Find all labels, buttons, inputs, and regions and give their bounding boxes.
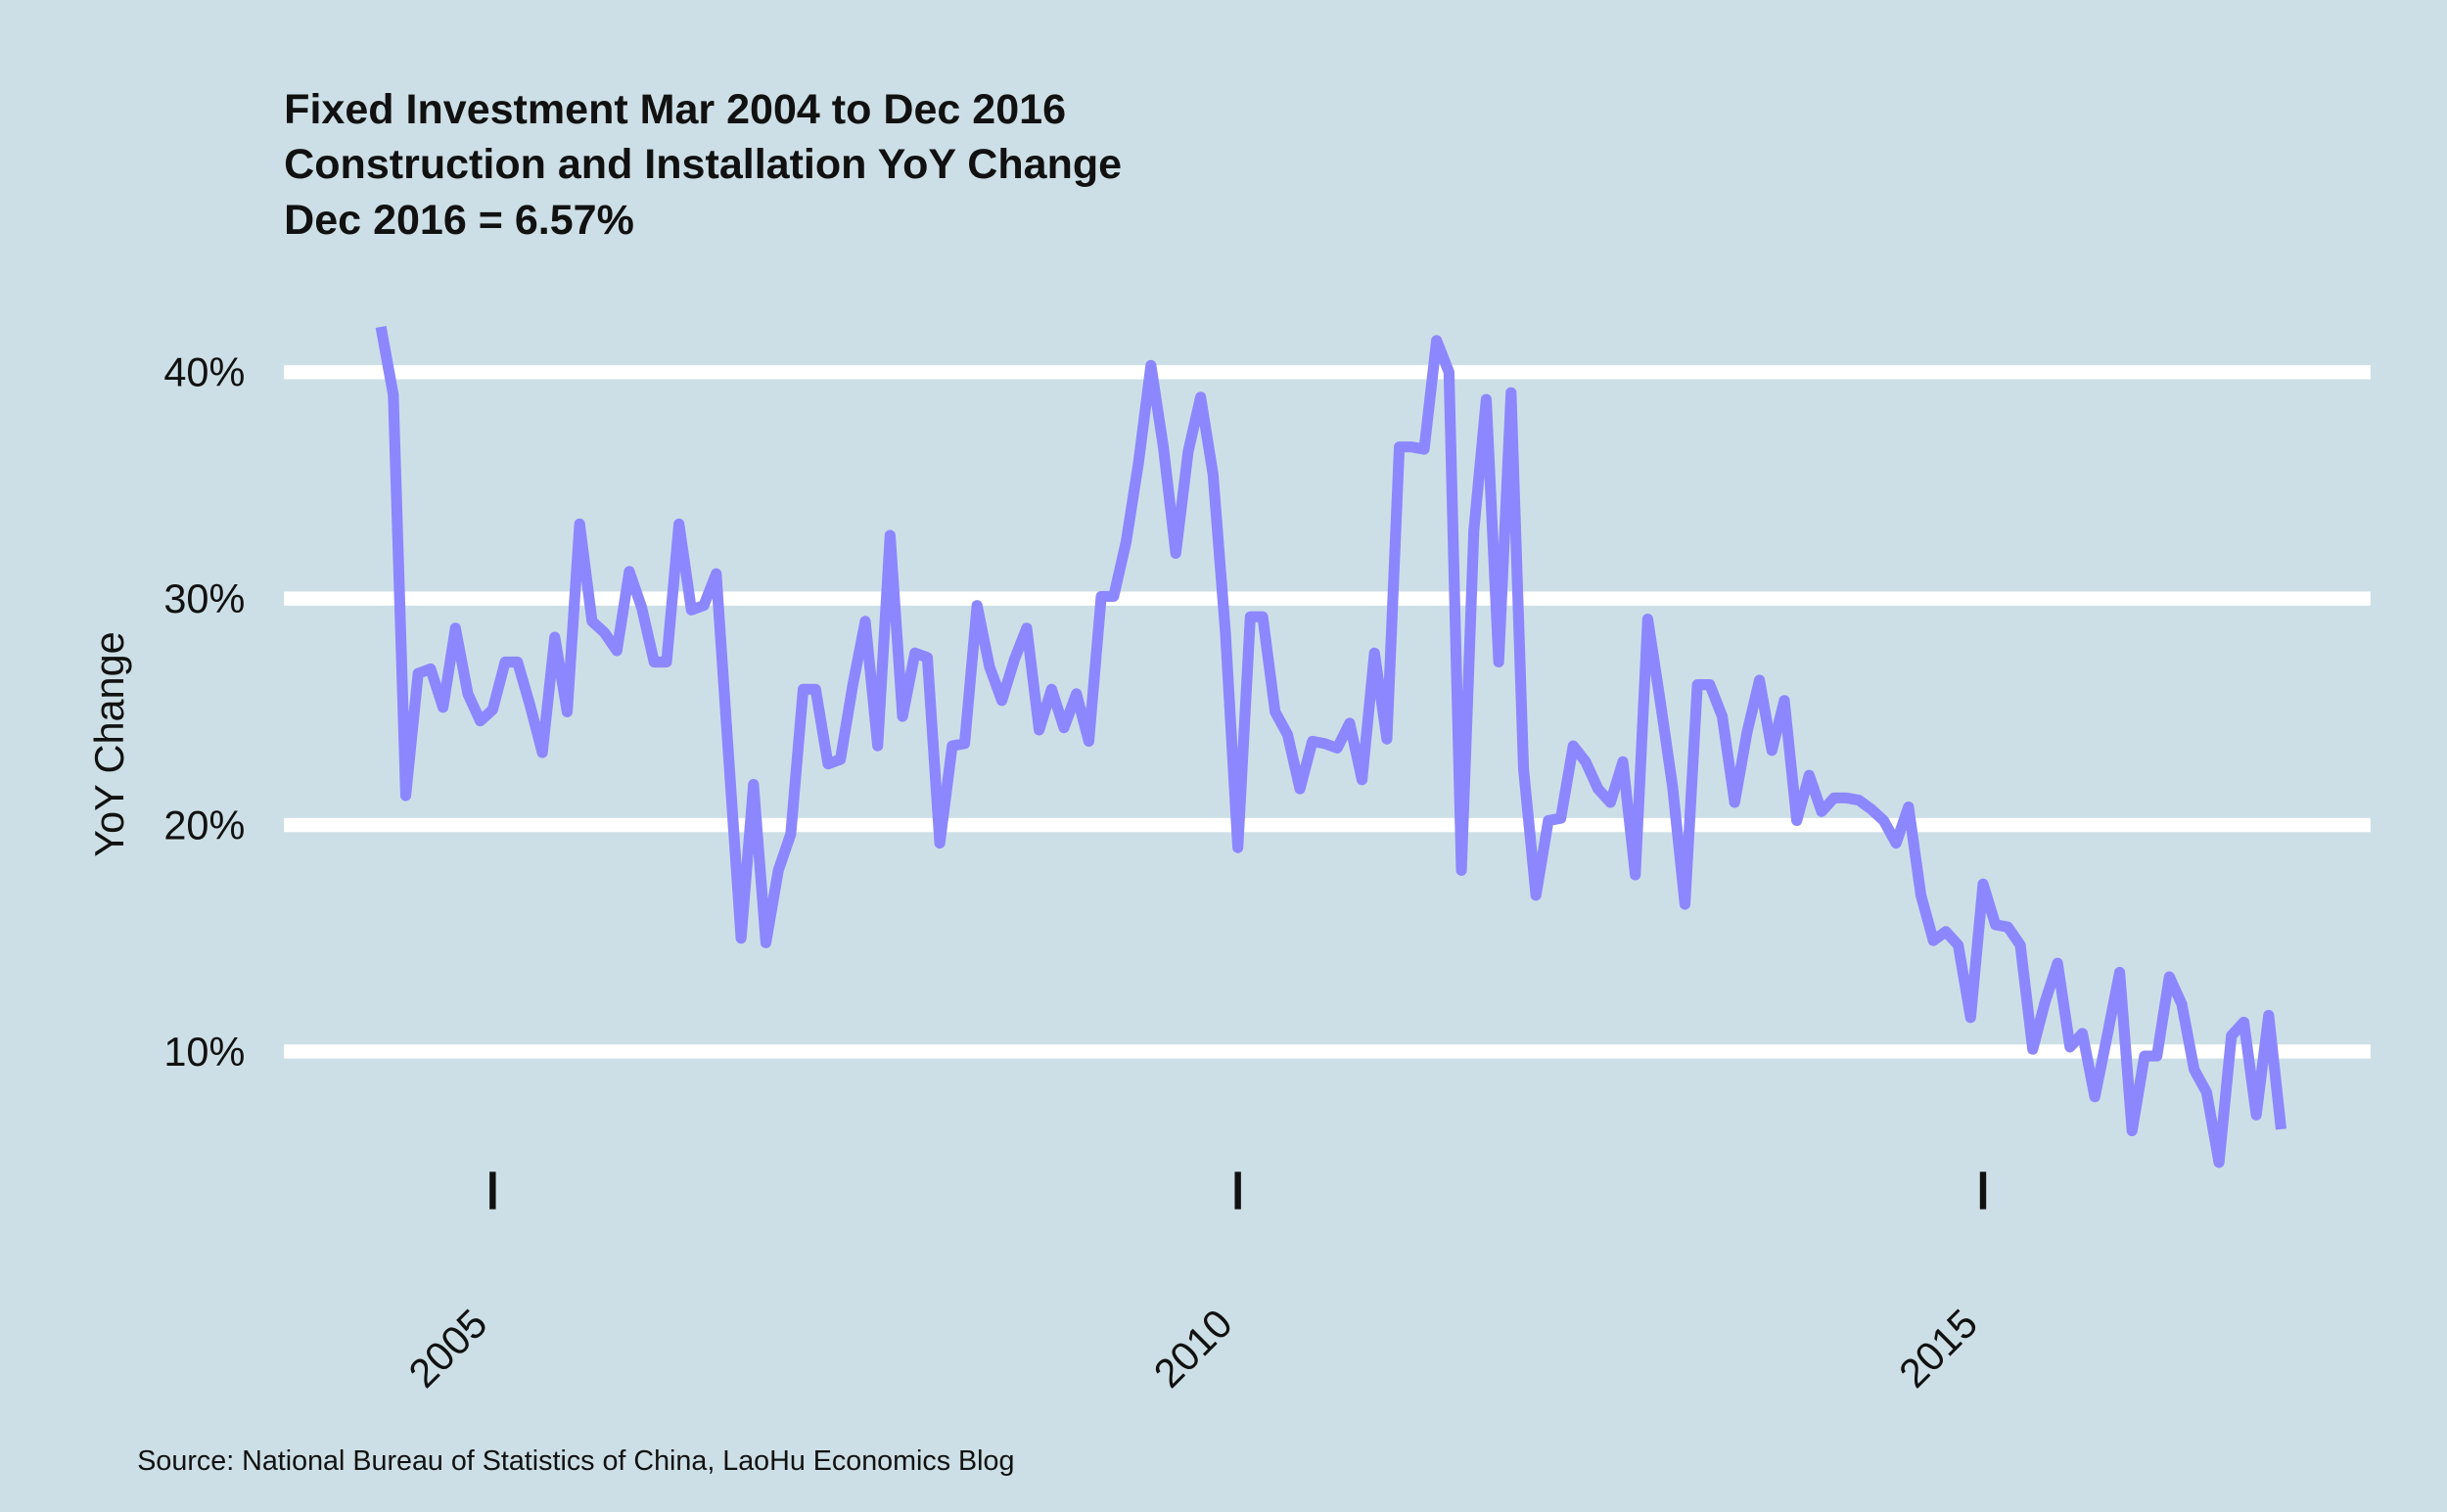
grid (284, 365, 2371, 1059)
annotation: Dec 2016 = 6.57% (284, 197, 634, 244)
data-line (375, 326, 2287, 1168)
chart-subtitle: Construction and Installation YoY Change (284, 141, 1122, 188)
y-tick-label: 10% (163, 1029, 245, 1075)
y-axis-label: YoY Change (86, 631, 132, 856)
chart-title: Fixed Investment Mar 2004 to Dec 2016 (284, 86, 1066, 133)
plot (375, 326, 2287, 1168)
y-tick-label: 30% (163, 575, 245, 621)
source: Source: National Bureau of Statistics of… (137, 1445, 1014, 1477)
y-tick-label: 40% (163, 349, 245, 395)
y-tick-label: 20% (163, 802, 245, 848)
